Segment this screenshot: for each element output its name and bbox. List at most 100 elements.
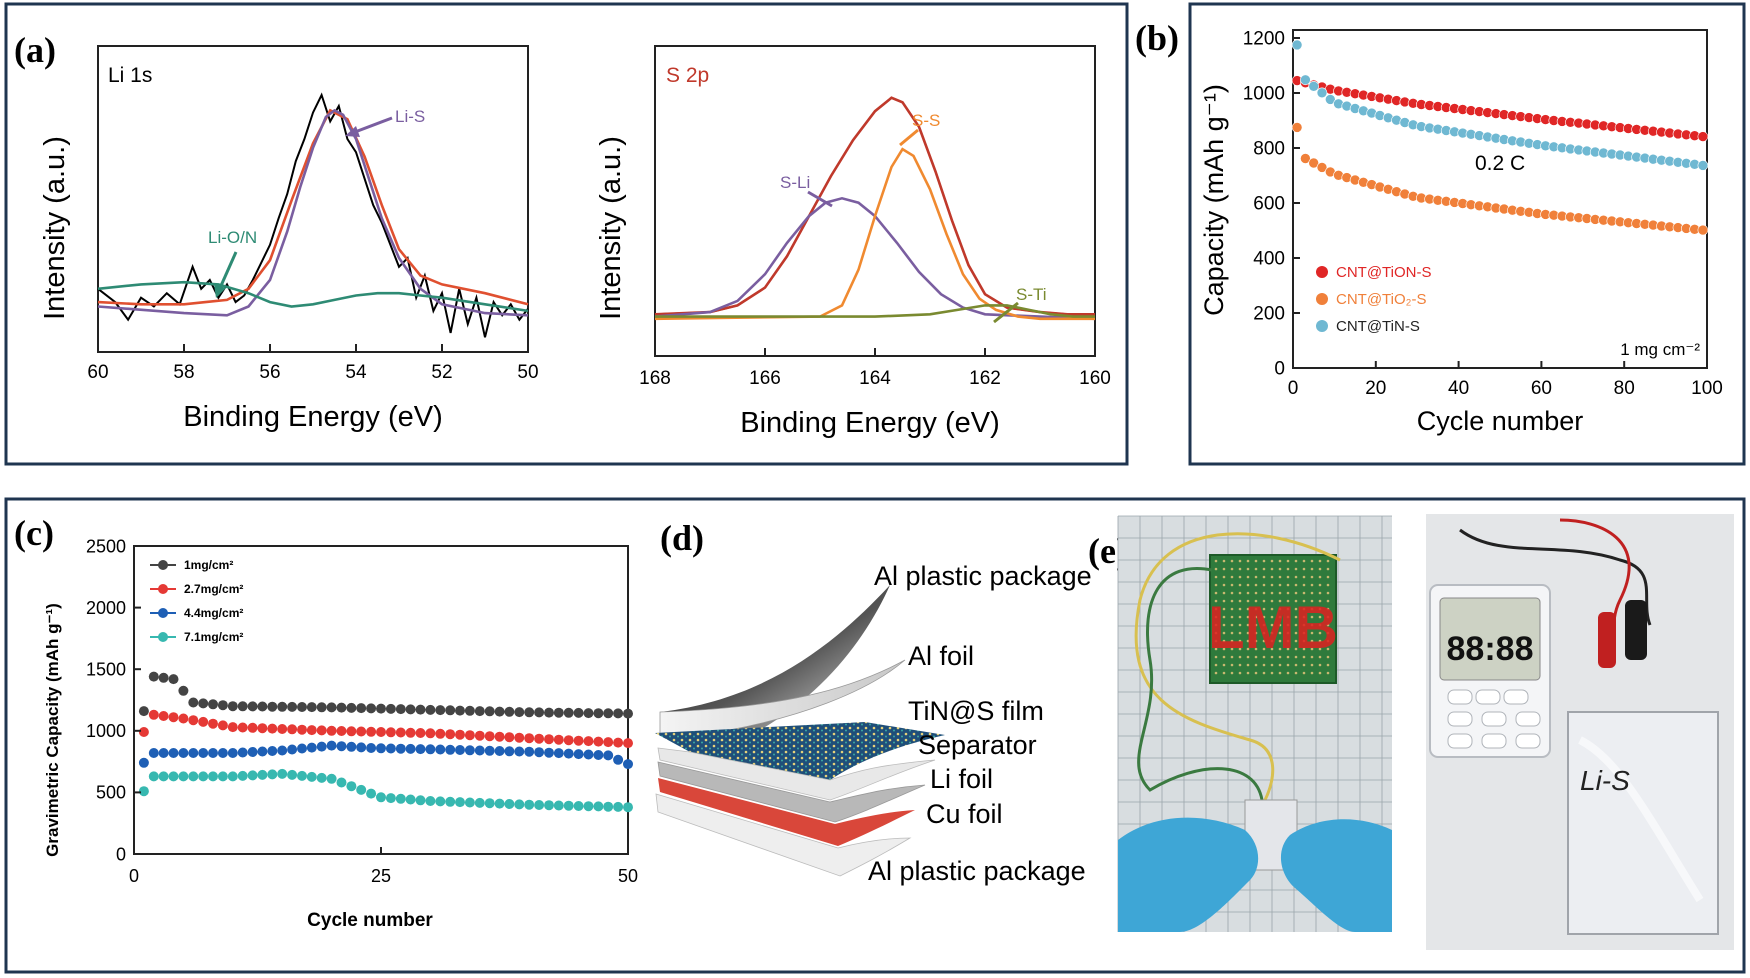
data-point <box>385 703 396 714</box>
board-hole <box>1254 639 1258 643</box>
board-hole <box>1222 583 1226 587</box>
frame-panel-b <box>1188 2 1746 466</box>
board-hole <box>1254 663 1258 667</box>
data-point <box>573 707 584 718</box>
board-hole <box>1318 647 1322 651</box>
data-point <box>1697 160 1709 171</box>
board-hole <box>1262 671 1266 675</box>
board-hole <box>1214 567 1218 571</box>
chart-b-xlabel: Cycle number <box>1417 406 1584 436</box>
data-point <box>287 701 298 712</box>
board-hole <box>1286 567 1290 571</box>
x-tick-label: 162 <box>969 368 1001 389</box>
data-point <box>405 727 416 738</box>
timer-button <box>1447 733 1473 749</box>
x-tick-label: 166 <box>749 368 781 389</box>
board-hole <box>1278 631 1282 635</box>
board-hole <box>1294 639 1298 643</box>
board-hole <box>1222 607 1226 611</box>
data-point <box>306 742 317 753</box>
x-tick-label: 60 <box>87 362 108 383</box>
data-point <box>158 771 169 782</box>
wire-green <box>1137 567 1264 801</box>
board-hole <box>1310 599 1314 603</box>
board-hole <box>1278 559 1282 563</box>
board-hole <box>1302 655 1306 659</box>
data-point <box>316 741 327 752</box>
data-point <box>613 708 624 719</box>
data-point <box>484 798 495 809</box>
data-point <box>455 797 465 808</box>
data-point <box>474 730 485 741</box>
board-hole <box>1326 559 1330 563</box>
board-hole <box>1302 559 1306 563</box>
data-point <box>553 800 564 811</box>
board-hole <box>1326 647 1330 651</box>
data-point <box>356 703 367 714</box>
data-point <box>613 754 624 765</box>
board-hole <box>1238 615 1242 619</box>
board-hole <box>1238 623 1242 627</box>
board-hole <box>1230 647 1234 651</box>
photo-e-right: 88:88 Li-S <box>1426 514 1734 950</box>
series-line-0 <box>654 96 1095 316</box>
chart-c-y-ticks: 0 500 1000 1500 2000 2500 <box>86 536 141 864</box>
timer-button <box>1447 689 1473 705</box>
board-hole <box>1294 599 1298 603</box>
board-hole <box>1278 671 1282 675</box>
data-point <box>415 728 426 738</box>
board-hole <box>1222 591 1226 595</box>
series-2 <box>1291 39 1709 171</box>
data-point <box>573 801 584 811</box>
board-hole <box>1222 575 1226 579</box>
data-point <box>504 706 515 717</box>
board-hole <box>1294 631 1298 635</box>
data-point <box>148 709 159 720</box>
data-point <box>1697 131 1709 142</box>
photo-e-left: LMB <box>1117 515 1392 932</box>
board-hole <box>1214 607 1218 611</box>
data-point <box>287 744 298 755</box>
legend-marker <box>1316 293 1328 305</box>
data-point <box>217 720 228 731</box>
diagram-d: Al plastic package Al foil TiN@S film Se… <box>655 561 1092 886</box>
data-point <box>148 748 159 758</box>
x-tick-label: 168 <box>639 368 671 389</box>
y-tick-label: 1000 <box>1243 84 1285 105</box>
chart-b-legend: CNT@TiON-S CNT@TiO₂-S CNT@TiN-S <box>1316 264 1432 335</box>
board-hole <box>1246 655 1250 659</box>
data-point <box>326 740 337 751</box>
chart-a2-xlabel: Binding Energy (eV) <box>740 407 1000 439</box>
board-hole <box>1230 575 1234 579</box>
x-tick-label: 160 <box>1079 368 1111 389</box>
board-hole <box>1230 607 1234 611</box>
data-point <box>267 723 278 734</box>
board-hole <box>1270 559 1274 563</box>
board-hole <box>1270 615 1274 619</box>
series-3 <box>138 768 633 813</box>
board-hole <box>1310 591 1314 595</box>
frame-panel-a <box>4 2 1129 466</box>
legend-marker <box>1316 320 1328 332</box>
data-point <box>395 704 406 715</box>
timer-button <box>1475 689 1501 705</box>
data-point <box>464 705 475 716</box>
data-point <box>217 748 228 758</box>
layer-label-al-plastic-package-top: Al plastic package <box>874 561 1092 591</box>
data-point <box>376 792 386 803</box>
data-point <box>395 743 406 754</box>
y-tick-label: 600 <box>1253 194 1285 215</box>
chart-b-y-ticks: 0 200 400 600 800 1000 1200 <box>1243 29 1300 380</box>
data-point <box>603 737 614 748</box>
x-tick-label: 0 <box>1288 378 1299 399</box>
data-point <box>425 728 436 739</box>
data-point <box>247 701 258 712</box>
chart-c-xlabel: Cycle number <box>307 910 433 931</box>
data-point <box>168 748 179 758</box>
chart-b-ylabel: Capacity (mAh g⁻¹) <box>1199 84 1229 316</box>
chart-c-plot <box>138 671 633 813</box>
board-hole <box>1262 567 1266 571</box>
board-hole <box>1286 623 1290 627</box>
chart-b-frame <box>1292 29 1708 369</box>
board-hole <box>1294 575 1298 579</box>
